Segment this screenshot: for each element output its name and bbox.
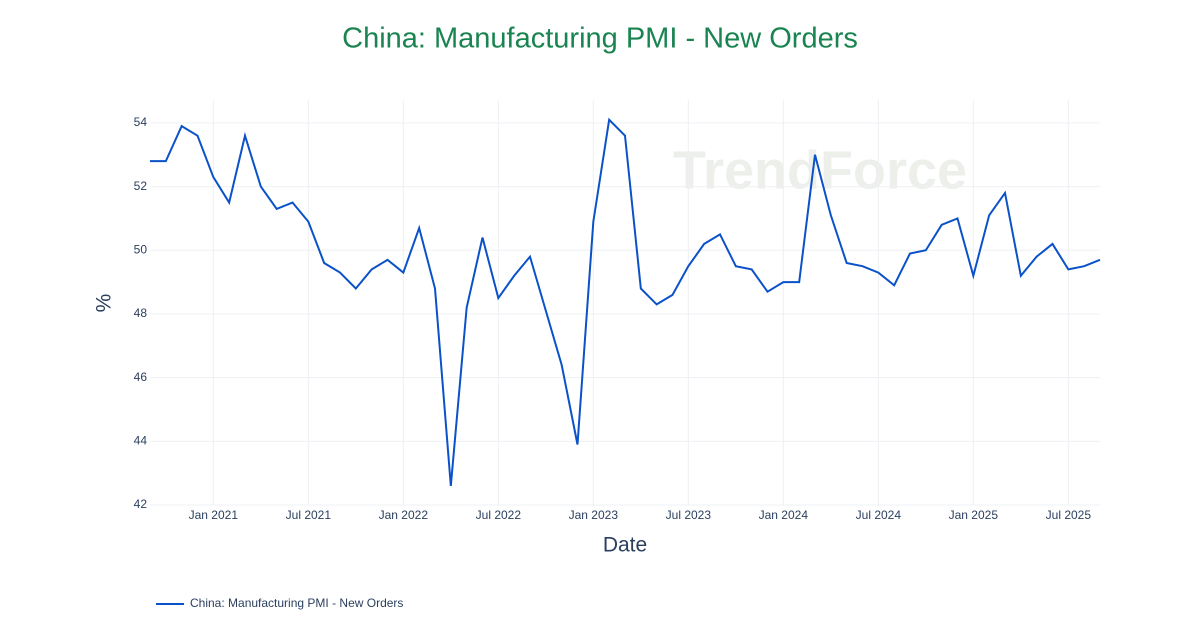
- x-tick-label: Jan 2021: [189, 508, 239, 522]
- x-tick-label: Jul 2023: [666, 508, 712, 522]
- data-line: [150, 117, 1101, 486]
- y-tick-label: 52: [134, 179, 148, 193]
- y-tick-label: 42: [134, 497, 148, 511]
- x-tick-label: Jan 2022: [379, 508, 429, 522]
- y-tick-label: 46: [134, 370, 148, 384]
- x-tick-label: Jul 2022: [476, 508, 522, 522]
- y-axis-title: %: [93, 294, 116, 313]
- legend-label: China: Manufacturing PMI - New Orders: [190, 596, 403, 610]
- x-tick-label: Jan 2025: [949, 508, 999, 522]
- y-tick-label: 48: [134, 306, 148, 320]
- x-tick-label: Jul 2025: [1046, 508, 1092, 522]
- x-tick-label: Jul 2021: [286, 508, 332, 522]
- chart-title: China: Manufacturing PMI - New Orders: [342, 23, 858, 55]
- x-axis-title: Date: [603, 534, 647, 557]
- x-tick-label: Jul 2024: [856, 508, 902, 522]
- y-tick-label: 44: [134, 433, 148, 447]
- y-tick-label: 50: [134, 242, 148, 256]
- y-tick-label: 54: [134, 115, 148, 129]
- x-tick-label: Jan 2023: [569, 508, 619, 522]
- x-tick-label: Jan 2024: [759, 508, 809, 522]
